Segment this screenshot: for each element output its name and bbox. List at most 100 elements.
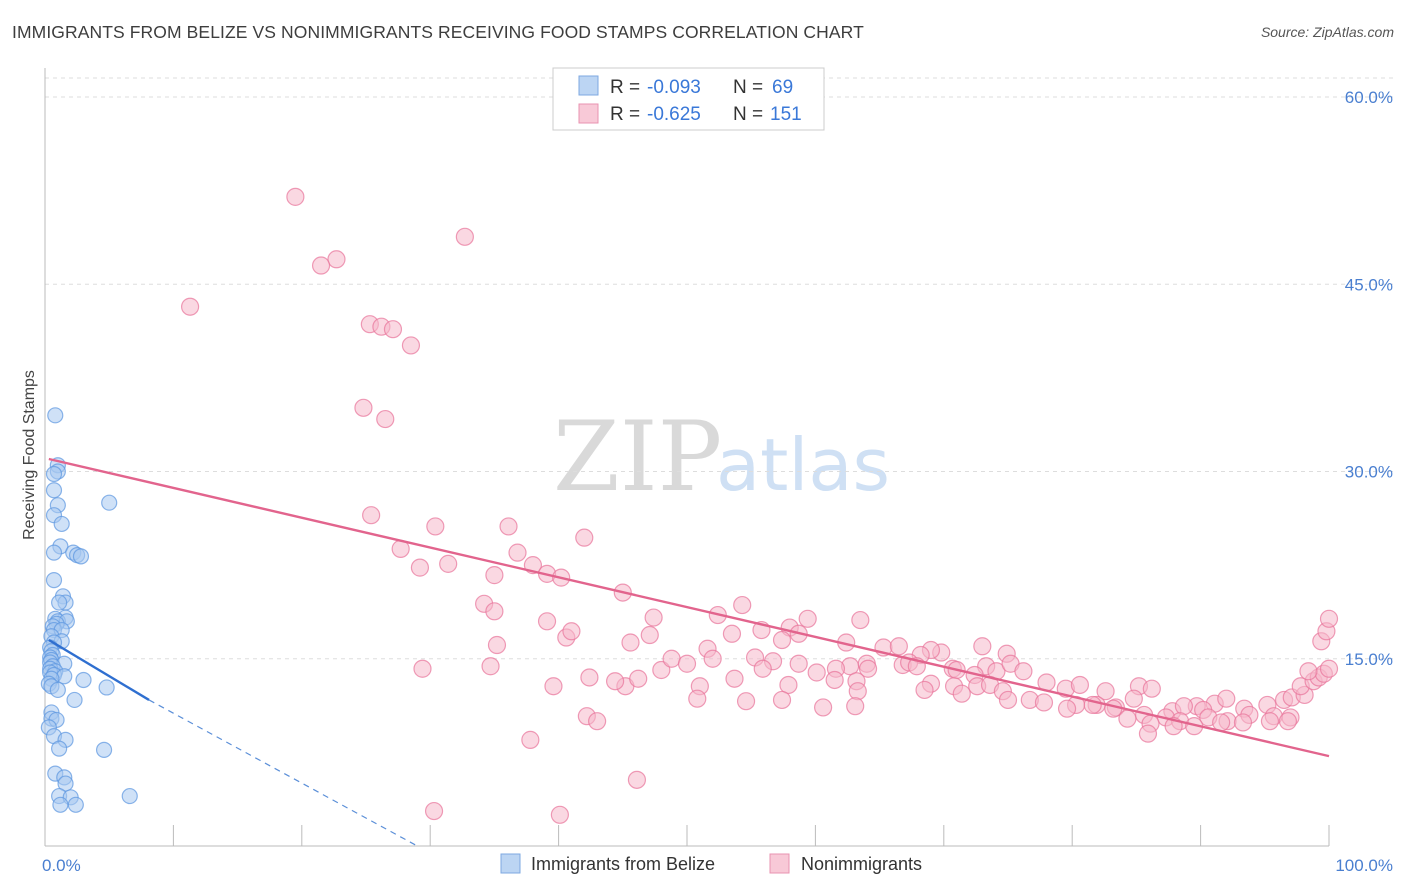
nonimmigrants-points	[180, 187, 1339, 824]
nonimmigrants-point-37	[722, 624, 742, 643]
nonimmigrants-point-149	[772, 690, 792, 710]
nonimmigrants-point-134	[1233, 713, 1253, 732]
nonimmigrants-point-4	[180, 297, 200, 316]
series-legend: Immigrants from Belize Nonimmigrants	[500, 853, 922, 874]
nonimmigrants-point-56	[662, 649, 681, 668]
nonimmigrants-point-97	[915, 680, 934, 700]
y-axis-label: Receiving Food Stamps	[21, 370, 38, 540]
nonimmigrants-point-74	[481, 657, 500, 676]
nonimmigrants-point-45	[889, 637, 908, 656]
nonimmigrants-point-13	[499, 517, 518, 536]
nonimmigrants-point-117	[1034, 693, 1054, 712]
nonimmigrants-point-16	[508, 543, 527, 562]
nonimmigrants-point-80	[580, 668, 599, 687]
nonimmigrants-point-107	[1217, 689, 1236, 708]
nonimmigrants-point-151	[846, 697, 865, 716]
nonimmigrants-point-1	[455, 227, 474, 246]
nonimmigrants-point-137	[1138, 724, 1158, 743]
nonimmigrants-point-78	[605, 672, 625, 691]
belize-point-17	[51, 594, 68, 611]
nonimmigrants-point-79	[629, 669, 648, 688]
nonimmigrants-point-9	[354, 398, 373, 417]
nonimmigrants-point-0	[286, 187, 305, 206]
nonimmigrants-point-58	[753, 659, 772, 678]
nonimmigrants-point-92	[1070, 675, 1090, 695]
nonimmigrants-point-156	[424, 801, 444, 821]
belize-point-14	[45, 572, 63, 589]
belize-trendline	[48, 638, 150, 701]
bottom-legend-swatch-nonimmigrants	[769, 853, 790, 874]
nonimmigrants-point-116	[998, 690, 1018, 710]
bottom-legend-swatch-belize	[500, 853, 521, 874]
belize-point-55	[51, 740, 68, 757]
nonimmigrants-point-28	[537, 612, 557, 631]
bottom-legend-label-belize: Immigrants from Belize	[531, 854, 715, 874]
nonimmigrants-point-135	[1260, 712, 1280, 731]
x-tick-label-1: 100.0%	[1335, 856, 1393, 875]
nonimmigrants-point-73	[1014, 662, 1033, 681]
nonimmigrants-point-143	[1299, 662, 1318, 681]
legend-n-value-belize: 69	[772, 77, 793, 98]
y-tick-label-3: 60.0%	[1345, 88, 1393, 107]
nonimmigrants-point-118	[1057, 699, 1077, 718]
nonimmigrants-point-114	[1174, 697, 1194, 716]
nonimmigrants-point-30	[851, 610, 870, 630]
watermark-zip: ZIP	[553, 401, 722, 513]
nonimmigrants-point-136	[1278, 712, 1298, 731]
nonimmigrants-point-120	[1104, 699, 1123, 718]
bottom-legend-label-nonimmigrants: Nonimmigrants	[801, 854, 922, 874]
legend-swatch-belize	[578, 75, 599, 96]
source-credit: Source: ZipAtlas.com	[1260, 24, 1394, 40]
belize-trendline-extension	[148, 699, 418, 847]
legend-r-label-belize: R =	[610, 77, 640, 98]
nonimmigrants-point-84	[825, 670, 844, 690]
nonimmigrants-point-70	[858, 659, 878, 678]
nonimmigrants-point-96	[848, 682, 867, 701]
nonimmigrants-point-49	[973, 637, 992, 656]
nonimmigrants-point-157	[550, 805, 569, 824]
nonimmigrants-point-38	[621, 633, 640, 652]
belize-point-47	[49, 681, 66, 699]
belize-point-63	[52, 796, 69, 813]
nonimmigrants-point-26	[733, 595, 752, 615]
nonimmigrants-point-95	[1142, 679, 1161, 698]
belize-point-8	[53, 515, 70, 533]
nonimmigrants-point-34	[562, 622, 581, 641]
tick-labels: 15.0% 30.0% 45.0% 60.0% 0.0% 100.0%	[42, 88, 1393, 875]
nonimmigrants-point-82	[725, 669, 744, 688]
chart-title: IMMIGRANTS FROM BELIZE VS NONIMMIGRANTS …	[12, 22, 864, 42]
nonimmigrants-point-55	[652, 660, 671, 680]
nonimmigrants-point-57	[677, 654, 697, 673]
belize-point-62	[121, 787, 138, 805]
nonimmigrants-point-25	[485, 602, 504, 621]
belize-points	[40, 407, 138, 813]
nonimmigrants-point-83	[779, 675, 798, 695]
nonimmigrants-point-98	[952, 684, 971, 703]
nonimmigrants-point-27	[644, 608, 663, 627]
nonimmigrants-point-76	[544, 677, 563, 696]
nonimmigrants-point-39	[772, 630, 792, 650]
trend-lines	[48, 457, 1330, 847]
nonimmigrants-point-18	[410, 558, 430, 577]
nonimmigrants-point-129	[1118, 709, 1137, 728]
y-tick-label-1: 30.0%	[1345, 463, 1393, 482]
belize-point-43	[75, 671, 92, 689]
legend-n-label-nonimmigrants: N =	[733, 104, 763, 125]
nonimmigrants-point-142	[1319, 659, 1339, 678]
belize-point-13	[72, 548, 90, 565]
axes	[44, 68, 1330, 847]
legend-r-label-nonimmigrants: R =	[610, 104, 640, 125]
nonimmigrants-point-148	[688, 689, 707, 708]
legend-r-value-nonimmigrants: -0.625	[647, 104, 701, 125]
nonimmigrants-point-12	[426, 517, 445, 536]
legend-n-value-nonimmigrants: 151	[770, 104, 802, 125]
nonimmigrants-point-41	[487, 635, 507, 655]
nonimmigrants-point-153	[588, 712, 607, 731]
legend-r-value-belize: -0.093	[647, 77, 701, 98]
belize-point-0	[47, 407, 64, 424]
nonimmigrants-point-2	[327, 250, 346, 269]
nonimmigrants-point-133	[1212, 713, 1231, 732]
nonimmigrants-point-8	[401, 336, 421, 355]
nonimmigrants-point-14	[575, 528, 594, 547]
